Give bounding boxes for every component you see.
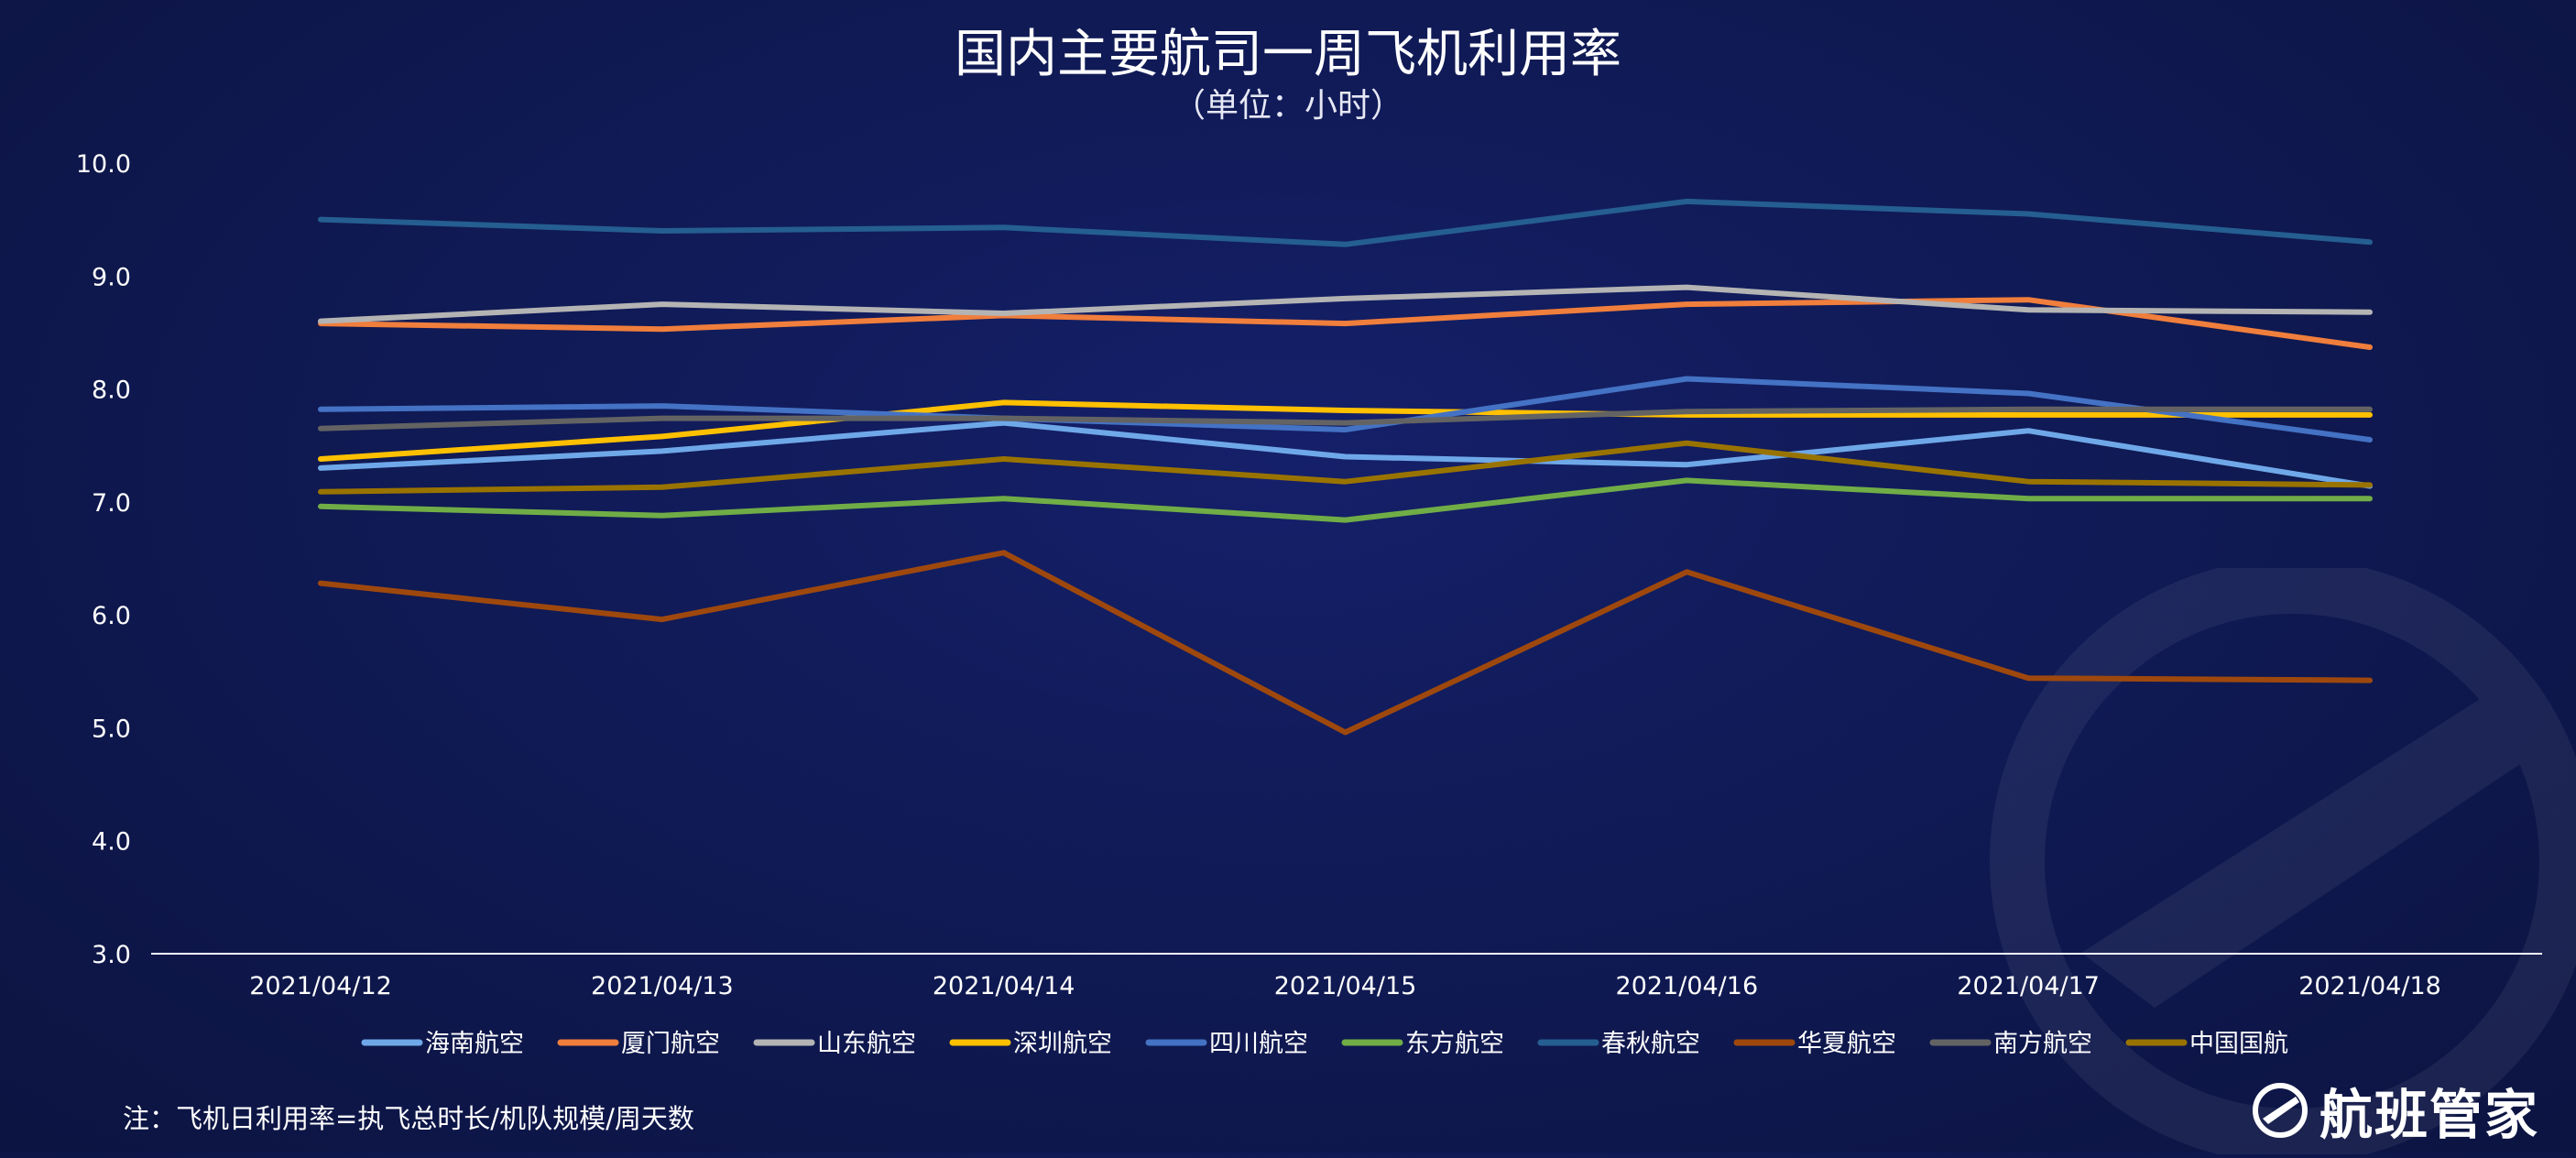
- y-tick-label: 5.0: [92, 715, 131, 743]
- series-lines: [318, 198, 2373, 736]
- series-line-0: [318, 420, 2373, 489]
- legend-label: 中国国航: [2189, 1030, 2288, 1058]
- x-axis: 2021/04/12 2021/04/13 2021/04/14 2021/04/15…: [151, 953, 2542, 1000]
- x-tick-label: 2021/04/17: [1957, 972, 2100, 1000]
- legend-label: 东方航空: [1405, 1030, 1504, 1058]
- legend-label: 南方航空: [1993, 1030, 2092, 1058]
- legend-label: 山东航空: [817, 1030, 916, 1058]
- x-tick-label: 2021/04/13: [591, 972, 734, 1000]
- y-tick-label: 4.0: [92, 828, 131, 857]
- legend-label: 四川航空: [1209, 1030, 1308, 1058]
- x-tick-label: 2021/04/16: [1616, 972, 1759, 1000]
- y-tick-label: 3.0: [92, 941, 131, 969]
- series-line-4: [318, 376, 2373, 442]
- legend-label: 深圳航空: [1013, 1030, 1112, 1058]
- chart-subtitle: （单位：小时）: [1172, 87, 1403, 125]
- series-line-8: [318, 406, 2373, 432]
- brand-icon: [2252, 1083, 2308, 1138]
- series-line-7: [318, 550, 2373, 736]
- series-line-6: [318, 198, 2373, 247]
- chart-title: 国内主要航司一周飞机利用率: [955, 25, 1621, 84]
- legend-label: 华夏航空: [1797, 1030, 1896, 1058]
- series-line-2: [318, 284, 2373, 324]
- x-tick-label: 2021/04/12: [249, 972, 392, 1000]
- legend: 海南航空 厦门航空 山东航空 深圳航空 四川航空 东方航空 春秋航空 华夏航空 南方航空 中国国航: [361, 1030, 2288, 1058]
- brand-logo: 航班管家: [2252, 1072, 2539, 1149]
- series-line-1: [318, 297, 2373, 350]
- series-line-3: [318, 399, 2373, 462]
- y-tick-label: 9.0: [92, 263, 131, 291]
- x-tick-label: 2021/04/18: [2298, 972, 2441, 1000]
- y-tick-label: 8.0: [92, 377, 131, 405]
- legend-label: 厦门航空: [621, 1030, 720, 1058]
- y-tick-label: 7.0: [92, 489, 131, 518]
- legend-label: 春秋航空: [1601, 1030, 1700, 1058]
- y-tick-label: 6.0: [92, 602, 131, 630]
- x-tick-label: 2021/04/14: [933, 972, 1075, 1000]
- series-line-5: [318, 477, 2373, 523]
- brand-name: 航班管家: [2319, 1084, 2539, 1146]
- series-line-9: [318, 440, 2373, 495]
- y-axis: 3.0 4.0 5.0 6.0 7.0 8.0 9.0 10.0: [76, 150, 131, 969]
- y-tick-label: 10.0: [76, 150, 131, 179]
- legend-label: 海南航空: [425, 1030, 524, 1058]
- footnote: 注：飞机日利用率=执飞总时长/机队规模/周天数: [123, 1103, 694, 1134]
- x-tick-label: 2021/04/15: [1274, 972, 1417, 1000]
- background-watermark-logo: [1971, 559, 2576, 1158]
